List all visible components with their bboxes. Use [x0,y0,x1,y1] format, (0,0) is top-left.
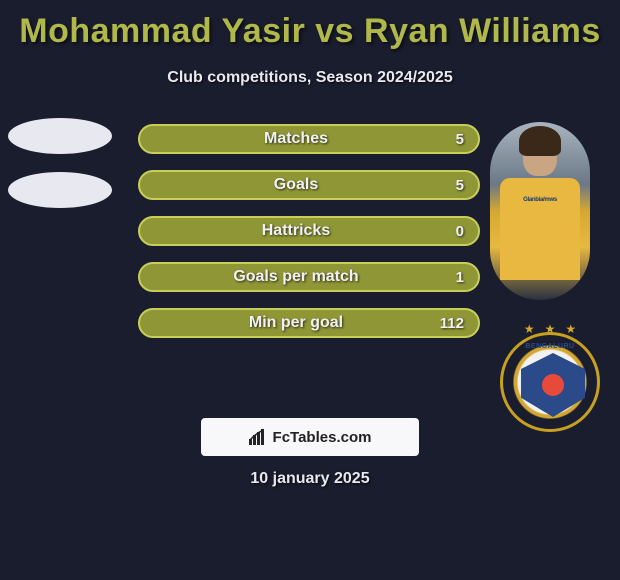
placeholder-ellipse [8,172,112,208]
stat-value: 5 [434,131,464,148]
stats-bars: Matches 5 Goals 5 Hattricks 0 Goals per … [138,124,480,354]
badge-shield [521,353,585,417]
stat-row-goals: Goals 5 [138,170,480,200]
stat-row-hattricks: Hattricks 0 [138,216,480,246]
stat-value: 1 [434,269,464,286]
left-player-placeholder [8,118,118,226]
badge-outer-ring: BENGALURU [500,332,600,432]
club-badge: ★★★ BENGALURU [500,332,600,432]
badge-ball-icon [542,374,564,396]
season-subtitle: Club competitions, Season 2024/2025 [0,69,620,87]
jersey-sponsor-text: Glanbia/mws [523,197,557,203]
stat-row-matches: Matches 5 [138,124,480,154]
branding-box: FcTables.com [201,418,419,456]
stat-label: Goals [158,176,434,194]
club-name-text: BENGALURU [503,343,597,350]
stat-value: 112 [434,315,464,332]
stat-label: Matches [158,130,434,148]
player-jersey [500,178,580,280]
stat-row-goals-per-match: Goals per match 1 [138,262,480,292]
comparison-title: Mohammad Yasir vs Ryan Williams [0,0,620,51]
stat-label: Min per goal [158,314,434,332]
chart-icon [249,429,267,445]
stat-label: Hattricks [158,222,434,240]
stat-label: Goals per match [158,268,434,286]
date-text: 10 january 2025 [0,470,620,488]
stat-value: 0 [434,223,464,240]
player-photo: Glanbia/mws [490,122,590,300]
stat-row-min-per-goal: Min per goal 112 [138,308,480,338]
placeholder-ellipse [8,118,112,154]
branding-text: FcTables.com [273,429,372,446]
stat-value: 5 [434,177,464,194]
